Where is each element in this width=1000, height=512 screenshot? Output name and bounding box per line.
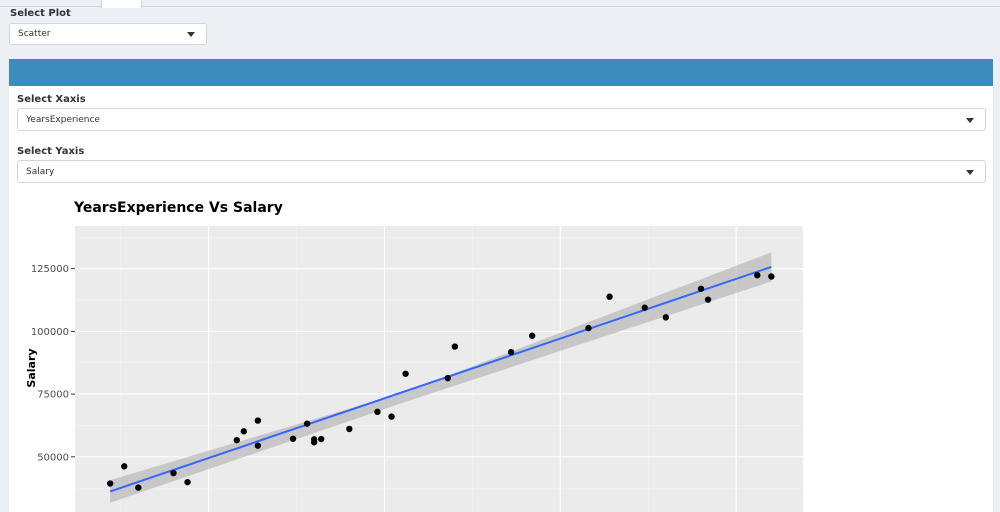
panel-header: [9, 62, 993, 86]
select-plot-dropdown[interactable]: Scatter: [9, 23, 207, 45]
select-xaxis-label: Select Xaxis: [17, 94, 86, 105]
confidence-band: [110, 252, 772, 503]
data-point: [528, 332, 536, 339]
fit-line: [109, 265, 772, 493]
data-point: [170, 469, 177, 477]
y-tick-label: 125000: [31, 264, 69, 275]
data-point: [121, 463, 128, 470]
tab-bar: [0, 0, 1000, 8]
data-point: [388, 413, 395, 420]
data-point: [240, 428, 248, 435]
data-point: [402, 370, 409, 377]
data-point: [585, 324, 592, 332]
select-yaxis-label: Select Yaxis: [17, 146, 85, 157]
data-point: [374, 408, 381, 416]
data-point: [303, 420, 311, 427]
y-axis-ticks: 50000 75000 100000 125000: [31, 264, 75, 463]
y-tick-label: 100000: [31, 327, 69, 338]
data-point: [106, 480, 114, 487]
y-axis-label: Salary: [25, 348, 38, 387]
grid-lines: [75, 226, 803, 512]
chevron-down-icon: [187, 32, 195, 37]
data-point: [444, 374, 451, 382]
select-xaxis-dropdown[interactable]: YearsExperience: [17, 108, 986, 131]
scatter-chart: YearsExperience Vs Salary Salary 50000 75…: [16, 193, 816, 512]
y-tick-label: 75000: [37, 390, 69, 401]
data-point: [704, 296, 712, 303]
data-point: [606, 293, 613, 300]
chevron-down-icon: [966, 117, 974, 123]
data-point: [233, 436, 240, 444]
data-point: [768, 273, 775, 280]
select-xaxis-value: YearsExperience: [26, 114, 100, 125]
data-point: [254, 442, 262, 449]
data-point: [289, 435, 297, 442]
tab-active[interactable]: [101, 0, 142, 8]
data-point: [662, 314, 670, 321]
select-yaxis-value: Salary: [26, 166, 55, 177]
y-tick-label: 50000: [37, 452, 69, 463]
data-point: [641, 304, 648, 311]
data-point: [451, 343, 459, 350]
data-point: [346, 425, 353, 433]
data-point: [317, 435, 325, 443]
select-plot-label: Select Plot: [10, 8, 71, 19]
data-point: [184, 478, 191, 486]
chevron-down-icon: [966, 169, 974, 175]
select-plot-value: Scatter: [18, 29, 51, 39]
chart-title: YearsExperience Vs Salary: [73, 200, 283, 216]
chart-svg: YearsExperience Vs Salary Salary 50000 75…: [25, 200, 803, 512]
data-point: [310, 436, 318, 443]
select-yaxis-dropdown[interactable]: Salary: [17, 160, 986, 183]
data-point: [697, 285, 705, 292]
data-point: [507, 348, 515, 356]
data-point: [754, 271, 761, 279]
data-point: [135, 484, 142, 491]
data-points: [106, 271, 775, 491]
data-point: [254, 417, 262, 424]
